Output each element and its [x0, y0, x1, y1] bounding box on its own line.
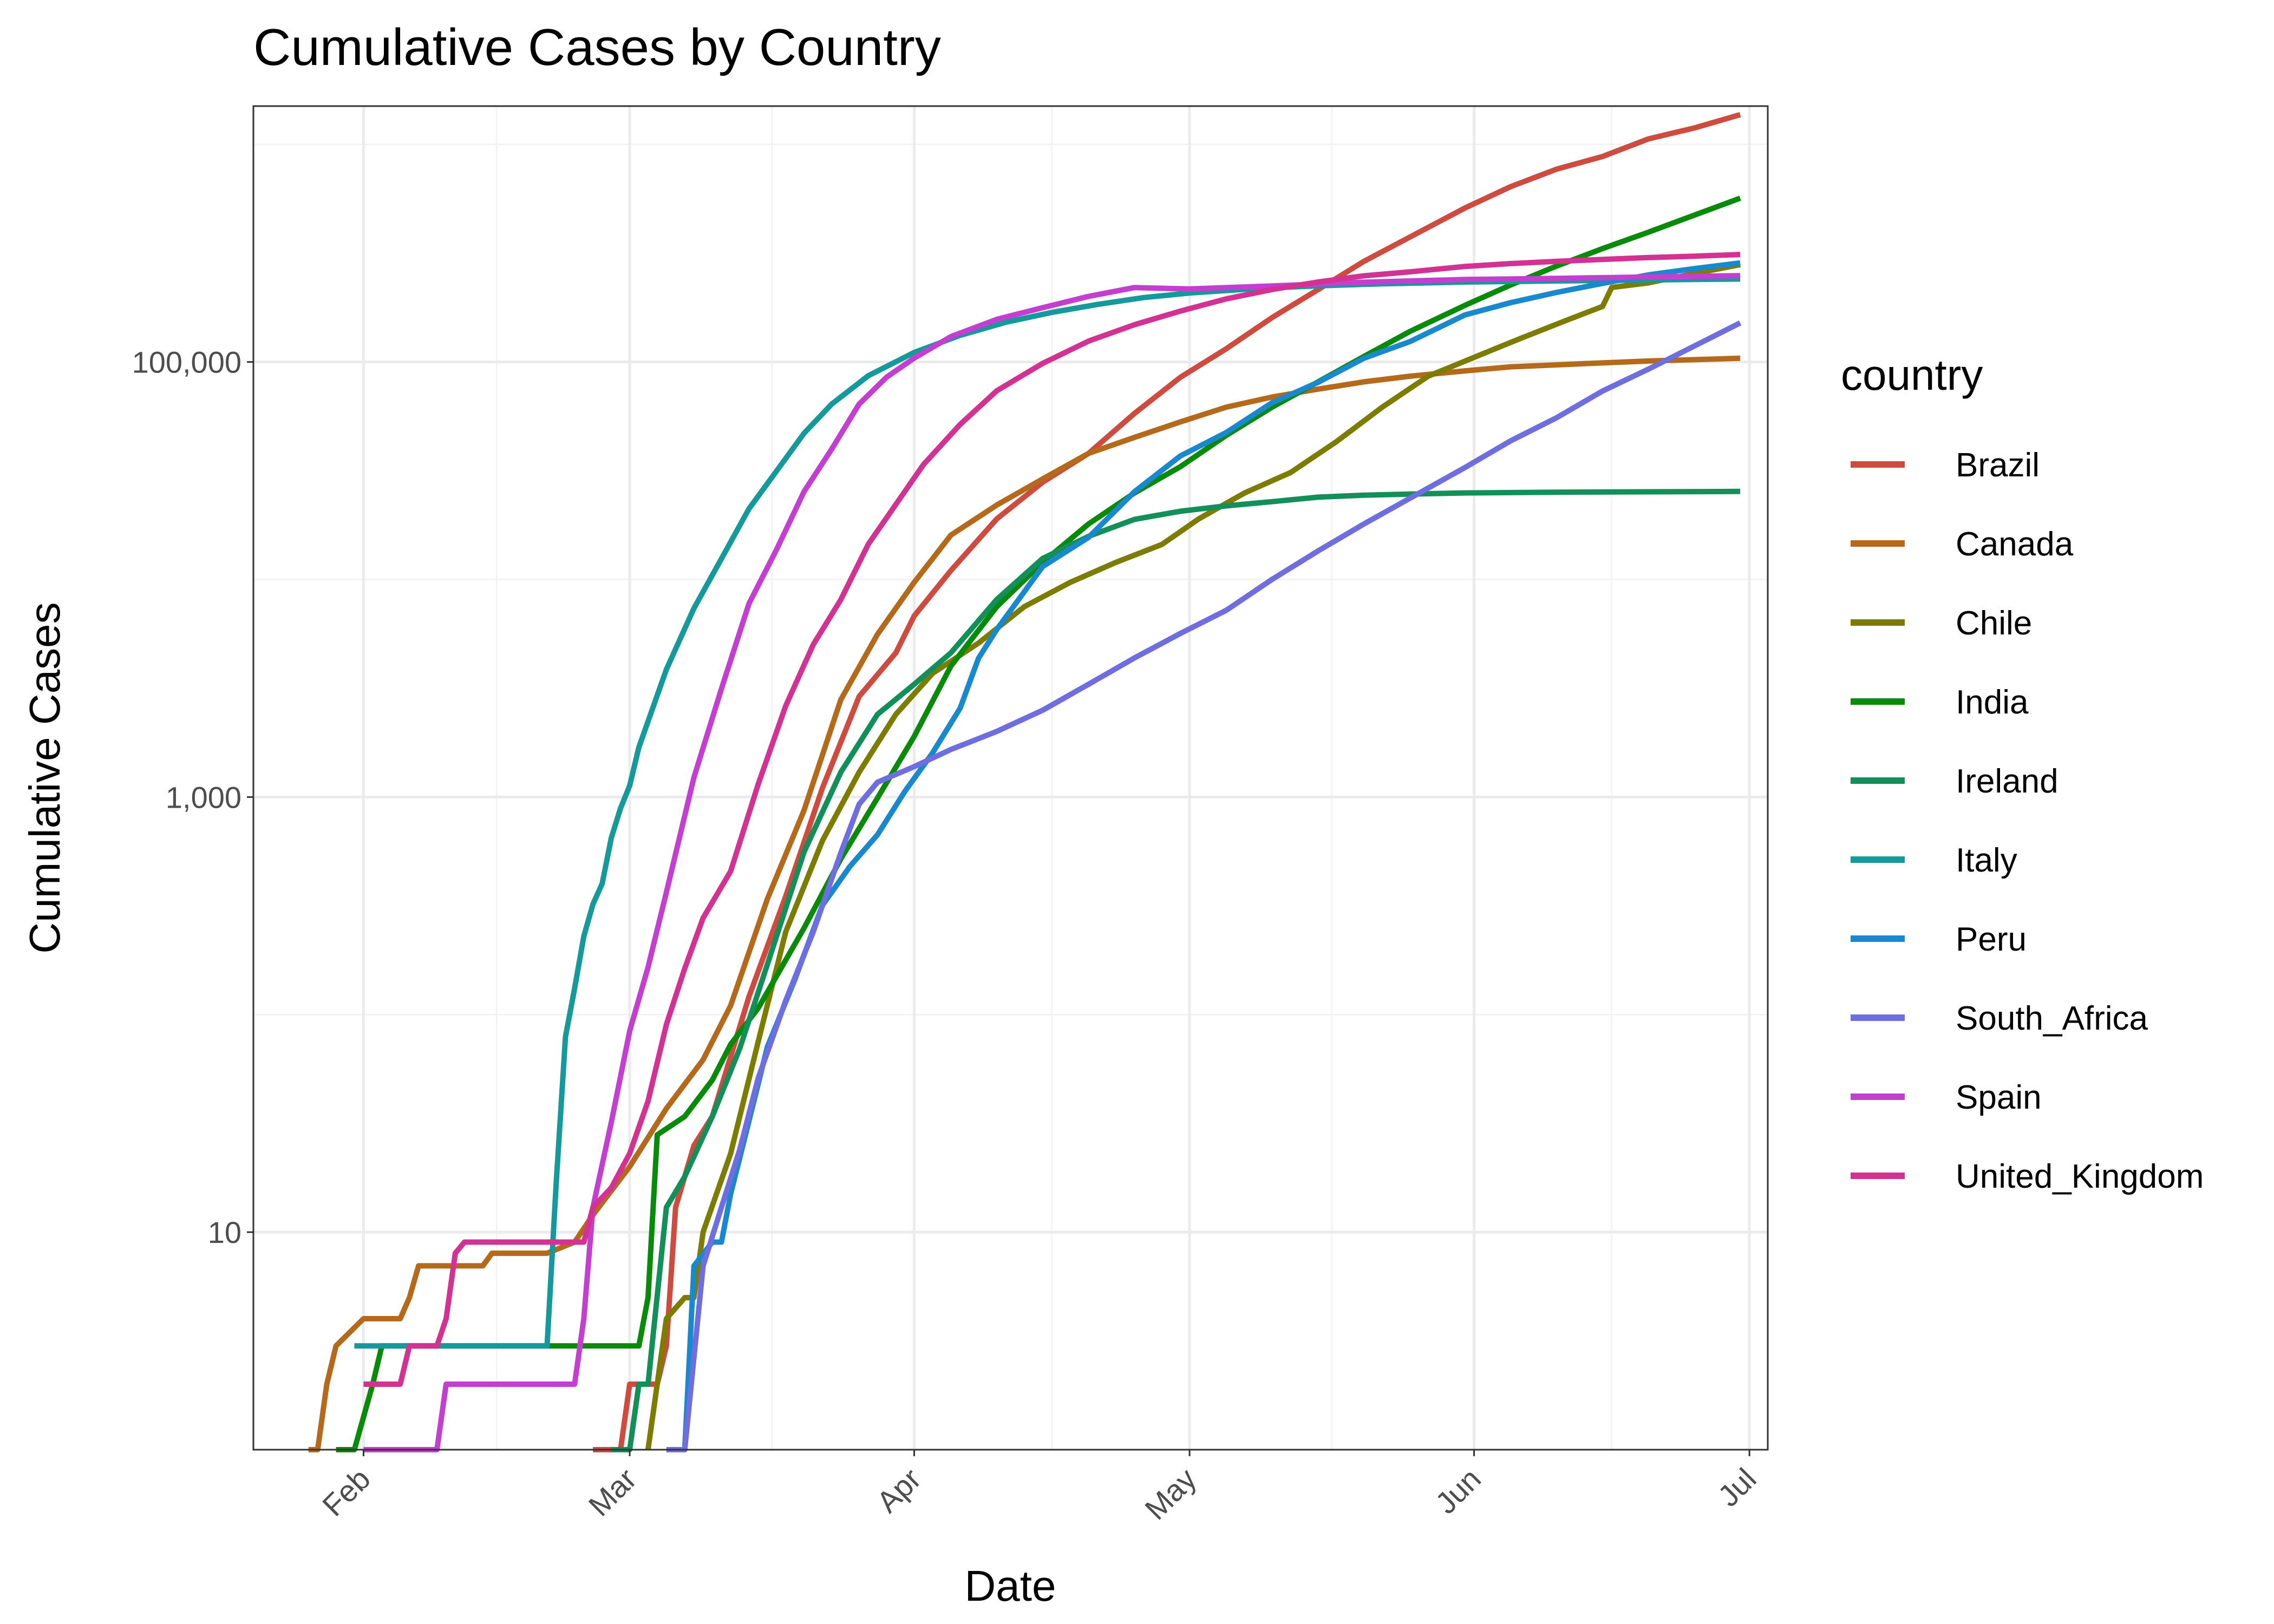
- series-line-peru: [675, 260, 1741, 1452]
- series-line-india: [336, 195, 1741, 1452]
- legend-label: India: [1956, 684, 2029, 721]
- x-axis-title: Date: [965, 1562, 1056, 1610]
- series-line-ireland: [611, 488, 1741, 1452]
- legend-label: Peru: [1956, 921, 2027, 958]
- legend-label: South_Africa: [1956, 1000, 2148, 1037]
- panel-border: [252, 105, 1769, 1451]
- legend-label: Italy: [1956, 842, 2017, 879]
- series-line-south-africa: [666, 320, 1742, 1452]
- plot-panel: [253, 106, 1768, 1450]
- legend-label: Spain: [1956, 1079, 2042, 1116]
- y-tick-label: 1,000: [166, 780, 241, 814]
- chart-title: Cumulative Cases by Country: [253, 18, 941, 76]
- series-line-united-kingdom: [363, 252, 1741, 1387]
- y-tick-label: 10: [208, 1215, 241, 1249]
- y-axis: 10 1,000 100,000: [132, 345, 253, 1249]
- series-line-chile: [645, 261, 1741, 1450]
- legend-label: Brazil: [1956, 447, 2040, 484]
- series-lines: [308, 112, 1742, 1452]
- series-line-canada: [308, 355, 1741, 1452]
- legend-label: Canada: [1956, 526, 2074, 563]
- y-tick-label: 100,000: [132, 345, 241, 379]
- legend-title: country: [1841, 351, 1983, 399]
- legend-label: Chile: [1956, 605, 2032, 642]
- legend-label: United_Kingdom: [1956, 1158, 2204, 1195]
- legend: country Brazil Canada Chile India Ireland Ita…: [1841, 351, 2204, 1195]
- y-axis-title: Cumulative Cases: [21, 602, 69, 953]
- series-line-brazil: [593, 112, 1741, 1452]
- legend-label: Ireland: [1956, 763, 2059, 800]
